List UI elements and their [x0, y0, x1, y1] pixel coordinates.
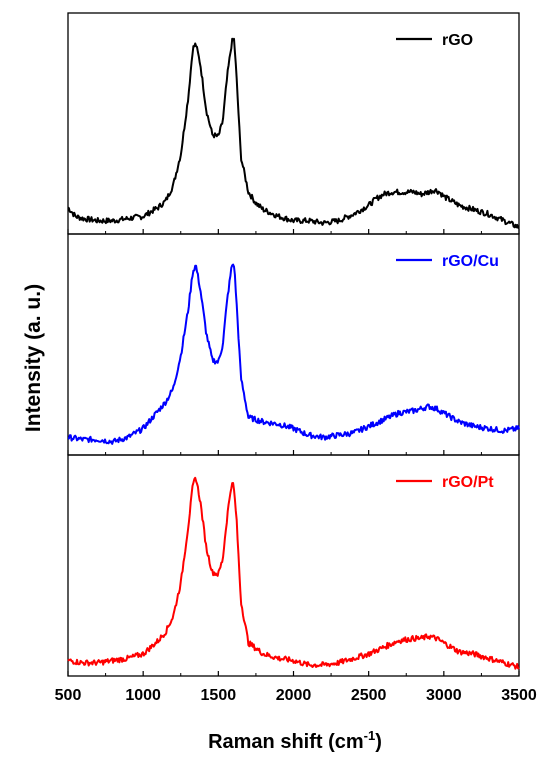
legend-label-1: rGO — [442, 32, 473, 49]
x-tick-label: 3500 — [501, 687, 537, 704]
x-tick-label: 3000 — [426, 687, 462, 704]
y-axis-label: Intensity (a. u.) — [22, 284, 45, 432]
legend-label-3: rGO/Pt — [442, 474, 494, 491]
x-axis-label-main: Raman shift (cm — [208, 731, 364, 753]
x-tick-label: 1500 — [201, 687, 237, 704]
x-tick-label: 2000 — [276, 687, 312, 704]
series-line-rGO — [67, 37, 520, 229]
x-axis-label-superscript: -1 — [364, 728, 376, 743]
x-tick-label: 2500 — [351, 687, 387, 704]
x-axis-label-close: ) — [375, 731, 382, 753]
panels-group: rGO rGO/Cu rGO/Pt — [67, 12, 520, 677]
series-line-rGO-Pt — [67, 476, 520, 670]
series-line-rGO-Cu — [67, 263, 520, 445]
legend-label-2: rGO/Cu — [442, 253, 499, 270]
x-tick-label: 1000 — [125, 687, 161, 704]
x-axis-label: Raman shift (cm-1) — [208, 728, 382, 753]
x-axis: 500 1000 1500 2000 2500 3000 3500 — [55, 687, 537, 704]
x-tick-label: 500 — [55, 687, 82, 704]
